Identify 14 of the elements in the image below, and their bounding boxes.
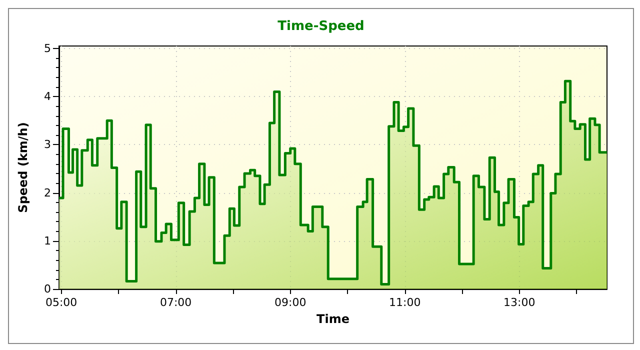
y-tick-label: 4 xyxy=(44,90,51,104)
chart-title: Time-Speed xyxy=(278,19,364,34)
x-tick-label: 05:00 xyxy=(45,296,78,309)
x-tick-label: 09:00 xyxy=(274,296,306,309)
x-axis-title: Time xyxy=(316,312,350,326)
y-tick-label: 5 xyxy=(44,42,51,55)
y-tick-label: 3 xyxy=(44,138,51,152)
y-tick-label: 1 xyxy=(44,234,51,248)
y-axis-title: Speed (km/h) xyxy=(16,122,30,213)
x-tick-label: 13:00 xyxy=(504,296,536,309)
y-tick-label: 2 xyxy=(44,186,51,200)
x-tick-label: 07:00 xyxy=(160,296,192,309)
x-tick-label: 11:00 xyxy=(389,296,421,309)
y-tick-label: 0 xyxy=(44,282,51,296)
